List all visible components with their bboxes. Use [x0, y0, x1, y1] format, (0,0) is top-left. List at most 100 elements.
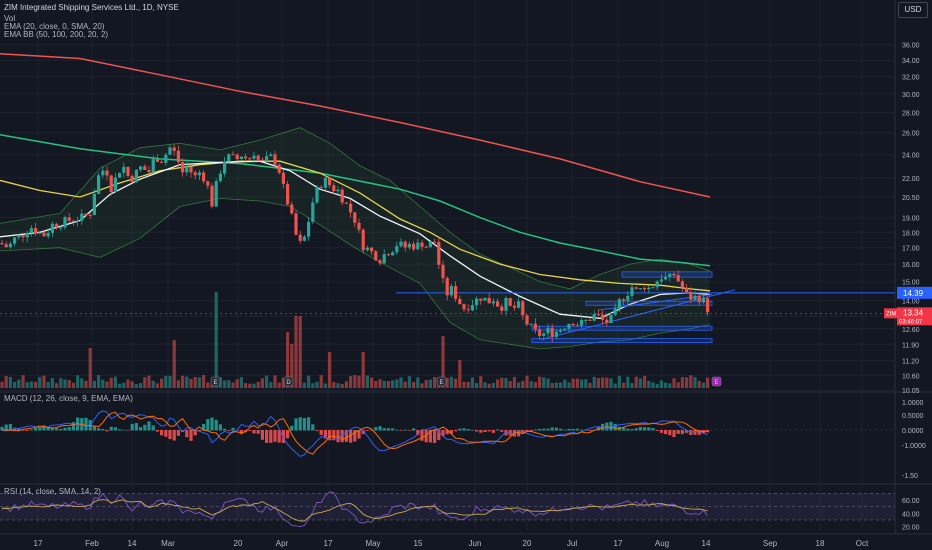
candle-body: [252, 155, 256, 159]
macd-histogram-bar: [479, 430, 483, 433]
indicator-lines: [0, 53, 711, 350]
volume-bar: [454, 378, 458, 388]
candle-body: [273, 154, 277, 165]
macd-histogram-bar: [378, 426, 382, 431]
volume-bar: [214, 292, 218, 388]
candle-body: [412, 243, 416, 250]
volume-bar: [668, 383, 672, 388]
macd-histogram-bar: [353, 430, 357, 442]
volume-bar: [332, 382, 336, 388]
price-tick-label: 14.00: [902, 298, 920, 305]
volume-bar: [315, 381, 319, 388]
rsi-sma-line: [1, 499, 708, 522]
candle-body: [151, 159, 155, 173]
macd-histogram-bar: [609, 421, 613, 431]
volume-bar: [349, 376, 353, 388]
ema-50-line: [0, 160, 711, 292]
volume-bar: [269, 382, 273, 388]
macd-label[interactable]: MACD (12, 26, close, 9, EMA, EMA): [4, 394, 133, 403]
macd-histogram-bar: [269, 430, 273, 443]
event-badge: [210, 376, 221, 387]
volume-bar: [659, 380, 663, 388]
volume-bar: [248, 383, 252, 388]
time-tick-label: May: [365, 539, 380, 548]
macd-histogram-bar: [63, 427, 67, 431]
candle-body: [113, 177, 117, 192]
volume-bar: [706, 377, 710, 388]
candle-body: [382, 254, 386, 264]
volume-bar: [319, 375, 323, 388]
macd-histogram-bar: [281, 430, 285, 443]
volume-bar: [554, 382, 558, 388]
candle-body: [643, 288, 647, 290]
indicator-ema-bb[interactable]: EMA BB (50, 100, 200, 20, 2): [4, 30, 109, 39]
time-tick-label: Jul: [567, 539, 577, 548]
candle-body: [122, 166, 126, 173]
candle-body: [210, 185, 214, 207]
macd-histogram-bar: [517, 430, 521, 437]
candle-body: [601, 314, 605, 320]
candle-body: [538, 329, 542, 336]
candle-body: [197, 172, 201, 176]
volume-bar: [29, 381, 33, 388]
signal-line: [2, 411, 708, 455]
macd-histogram-bar: [130, 423, 134, 431]
volume-bar: [487, 383, 491, 388]
candle-body: [143, 166, 147, 170]
price-marker-countdown: 03:46:07: [899, 319, 923, 325]
volume-bar: [584, 379, 588, 388]
volume-bar: [462, 381, 466, 388]
volume-bar: [697, 380, 701, 388]
volume-bar: [147, 375, 151, 388]
volume-bar: [181, 375, 185, 388]
candle-body: [542, 333, 546, 336]
time-tick-label: 20: [523, 539, 532, 548]
price-tick-label: 34.00: [902, 58, 920, 65]
volume-bar: [458, 360, 462, 388]
candle-body: [29, 228, 33, 234]
volume-bar: [580, 379, 584, 388]
macd-histogram-bar: [416, 430, 420, 435]
volume-bar: [546, 378, 550, 388]
candle-body: [685, 287, 689, 293]
volume-bar: [605, 377, 609, 388]
macd-histogram-bar: [542, 428, 546, 431]
candle-body: [395, 246, 399, 253]
currency-button[interactable]: USD: [898, 2, 928, 18]
rsi-tick-label: 40.00: [902, 511, 920, 518]
macd-histogram-bar: [4, 424, 8, 431]
candle-body: [92, 193, 96, 216]
macd-histogram-bar: [151, 425, 155, 431]
event-badge-text: E: [439, 380, 443, 386]
volume-bar: [252, 383, 256, 388]
volume-bar: [311, 383, 315, 388]
volume-bar: [206, 382, 210, 388]
volume-bar: [412, 381, 416, 388]
candle-body: [244, 156, 248, 159]
macd-histogram-bar: [420, 430, 424, 441]
volume-bar: [428, 379, 432, 388]
volume-bar: [365, 375, 369, 388]
macd-histogram-bar: [55, 428, 59, 431]
volume-bar: [445, 377, 449, 388]
macd-histogram-bar: [21, 430, 25, 431]
volume-bar: [361, 352, 365, 388]
event-badge-text: D: [286, 380, 291, 386]
candle-body: [378, 260, 382, 264]
macd-histogram-bar: [113, 427, 117, 431]
bb-fill-area: [0, 127, 710, 349]
macd-histogram-bar: [139, 427, 143, 431]
price-tick-label: 22.00: [902, 176, 920, 183]
rsi-label[interactable]: RSI (14, close, SMA, 14, 2): [4, 487, 101, 496]
candle-body: [563, 328, 567, 330]
indicator-vol[interactable]: Vol: [4, 14, 16, 23]
macd-histogram-bar: [168, 430, 172, 440]
macd-histogram-bar: [386, 428, 390, 431]
indicator-ema[interactable]: EMA (20, close, 0, SMA, 20): [4, 22, 105, 31]
candle-body: [298, 234, 302, 241]
macd-histogram-bar: [29, 429, 33, 431]
macd-tick-label: -1.50: [902, 473, 918, 480]
axes: 36.00 34.00 32.00 30.00 28.00 26.00 24.00 22.00…: [34, 43, 932, 548]
volume-bar: [42, 375, 46, 388]
